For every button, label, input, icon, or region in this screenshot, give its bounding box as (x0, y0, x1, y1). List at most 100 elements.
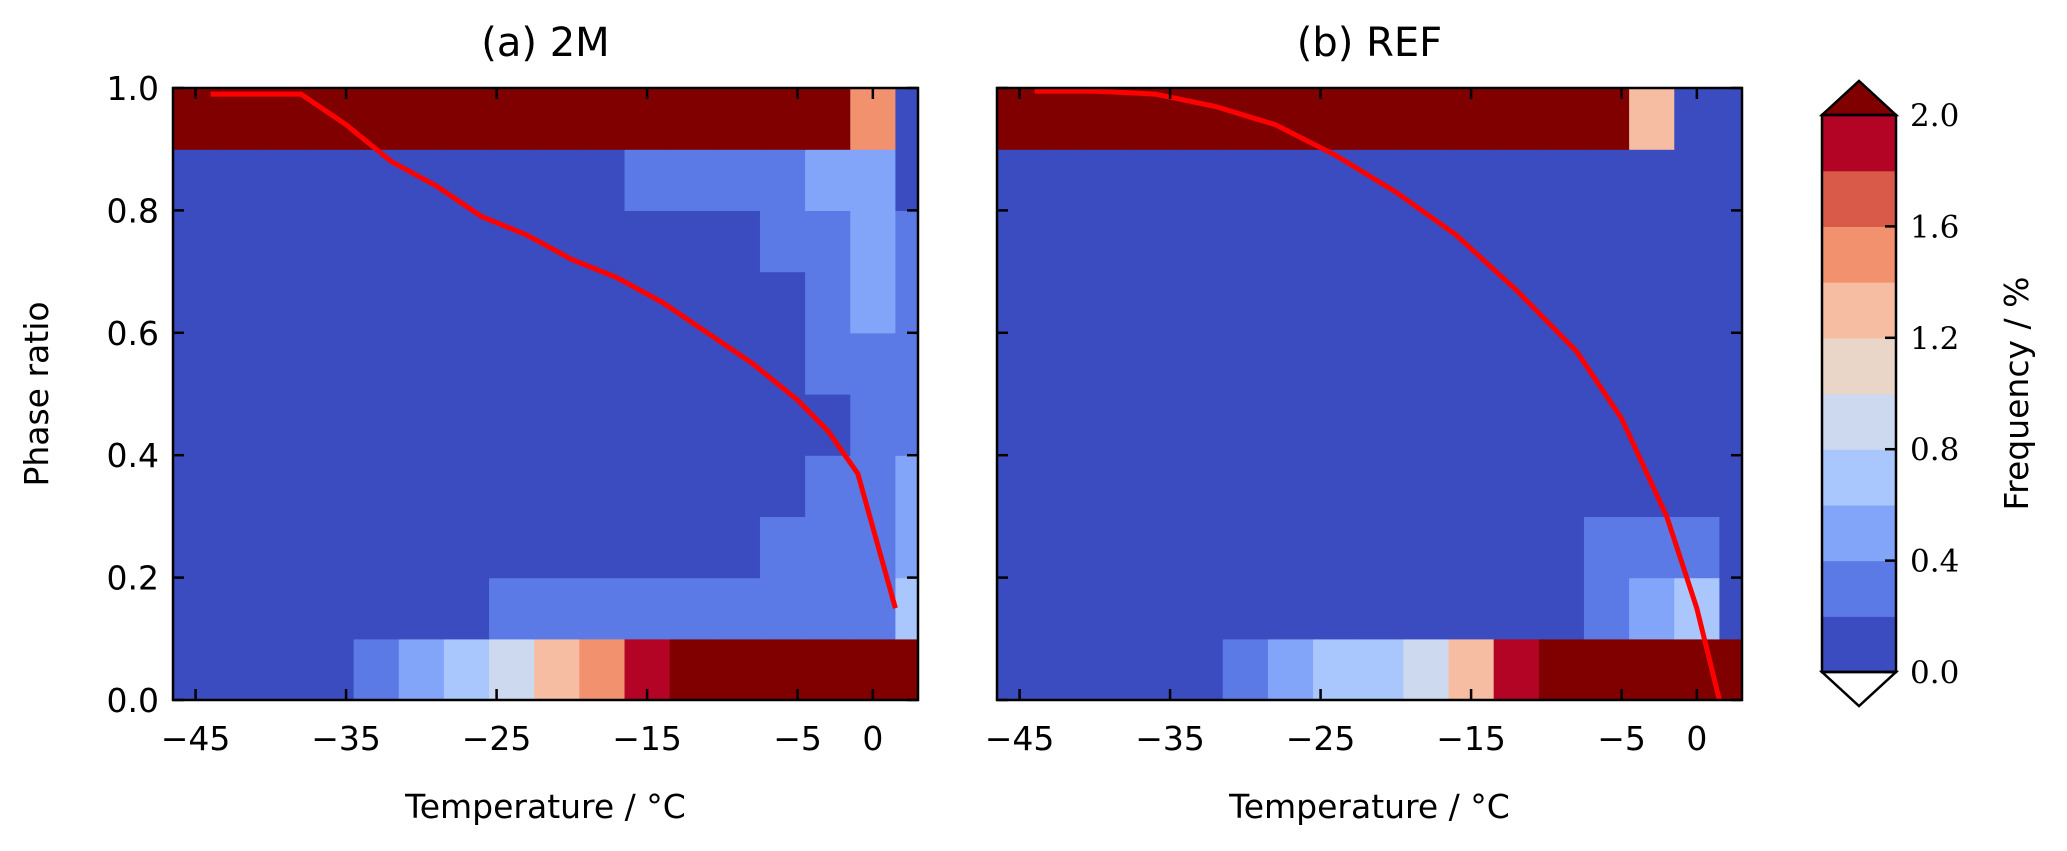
heatmap-cell (1177, 577, 1224, 640)
heatmap-cell (850, 394, 897, 456)
heatmap-cell (1448, 455, 1495, 517)
x-tick-label: −45 (161, 719, 231, 758)
heatmap-cell (1583, 271, 1630, 334)
heatmap-cell (579, 210, 626, 273)
heatmap-cell (443, 149, 490, 211)
heatmap-cell (714, 149, 761, 211)
heatmap-cell (1042, 149, 1088, 211)
heatmap-cell (534, 394, 580, 456)
heatmap-cell (1674, 271, 1721, 334)
heatmap-cell (1583, 332, 1630, 395)
y-tick-label: 0.2 (107, 559, 159, 598)
heatmap-cell (263, 149, 310, 211)
heatmap-cell (997, 149, 1043, 211)
colorbar-block (1822, 226, 1896, 283)
heatmap-cell (308, 332, 355, 395)
heatmap-cell (1267, 149, 1314, 211)
heatmap-cell (895, 394, 919, 456)
heatmap-cell (624, 394, 671, 456)
heatmap-cell (443, 577, 490, 640)
heatmap-cell (353, 638, 400, 701)
heatmap-cell (218, 332, 264, 395)
heatmap-cell (579, 394, 626, 456)
heatmap-cell (443, 88, 490, 150)
heatmap-cell (353, 577, 400, 640)
heatmap-cell (1403, 638, 1450, 701)
heatmap-cell (398, 638, 445, 701)
heatmap-cell (1629, 88, 1675, 150)
heatmap-cell (997, 271, 1043, 334)
heatmap-cell (263, 332, 310, 395)
heatmap-cell (173, 210, 219, 273)
heatmap-cell (759, 516, 806, 579)
heatmap-cell (1629, 638, 1675, 701)
heatmap-cell (398, 516, 445, 579)
heatmap-cell (1538, 516, 1585, 579)
heatmap-cell (1132, 210, 1179, 273)
heatmap-cell (1493, 332, 1540, 395)
heatmap-cell (1493, 88, 1540, 150)
colorbar-extend-bottom (1818, 670, 1900, 708)
heatmap-cell (1222, 394, 1269, 456)
heatmap-cell (1177, 455, 1224, 517)
colorbar-block (1822, 560, 1896, 617)
colorbar-block (1822, 616, 1896, 673)
heatmap-cell (263, 638, 310, 701)
heatmap-cell (1267, 516, 1314, 579)
x-tick-label: −25 (1286, 719, 1356, 758)
heatmap-cell (669, 210, 716, 273)
heatmap-cell (1583, 210, 1630, 273)
heatmap-cell (263, 88, 310, 150)
heatmap-cell (353, 149, 400, 211)
heatmap-cell (1087, 271, 1134, 334)
heatmap-cell (1222, 271, 1269, 334)
heatmap-cell (1629, 577, 1675, 640)
heatmap-cell (1177, 394, 1224, 456)
heatmap-cell (759, 332, 806, 395)
heatmap-cell (1538, 577, 1585, 640)
heatmap-cell (1222, 638, 1269, 701)
heatmap-cell (398, 332, 445, 395)
heatmap-cell (669, 149, 716, 211)
heatmap-cell (489, 332, 535, 395)
heatmap-cell (1403, 271, 1450, 334)
heatmap-cell (1448, 394, 1495, 456)
heatmap-cell (1222, 210, 1269, 273)
heatmap-cell (850, 332, 897, 395)
heatmap-cell (1087, 394, 1134, 456)
heatmap-cell (489, 577, 535, 640)
heatmap-cell (1538, 88, 1585, 150)
heatmap-cell (1177, 638, 1224, 701)
heatmap-cell (489, 394, 535, 456)
heatmap-cell (1132, 577, 1179, 640)
heatmap-cell (1358, 88, 1404, 150)
y-tick-label: 0.4 (107, 436, 159, 475)
x-tick-label: −25 (462, 719, 532, 758)
heatmap-cell (1042, 332, 1088, 395)
heatmap-cell (443, 516, 490, 579)
heatmap-cell (218, 516, 264, 579)
heatmap-cell (1177, 332, 1224, 395)
heatmap-cell (1358, 577, 1404, 640)
heatmap-cell (534, 516, 580, 579)
heatmap-cell (398, 577, 445, 640)
heatmap-cell (1313, 271, 1359, 334)
heatmap-cell (489, 210, 535, 273)
heatmap-cell (895, 638, 919, 701)
heatmap-cell (443, 210, 490, 273)
heatmap-cell (759, 88, 806, 150)
heatmap-cell (714, 577, 761, 640)
heatmap-cell (1629, 516, 1675, 579)
heatmap-cell (263, 394, 310, 456)
heatmap-cell (534, 638, 580, 701)
heatmap-cell (1493, 577, 1540, 640)
heatmap-cell (997, 516, 1043, 579)
heatmap-cell (1267, 210, 1314, 273)
heatmap-cell (263, 455, 310, 517)
phase-ratio-line-a (210, 91, 898, 609)
heatmap-cell (1538, 394, 1585, 456)
heatmap-cell (1132, 332, 1179, 395)
x-tick-label: 0 (1686, 719, 1707, 758)
heatmap-cell (805, 638, 851, 701)
heatmap-cell (1493, 516, 1540, 579)
